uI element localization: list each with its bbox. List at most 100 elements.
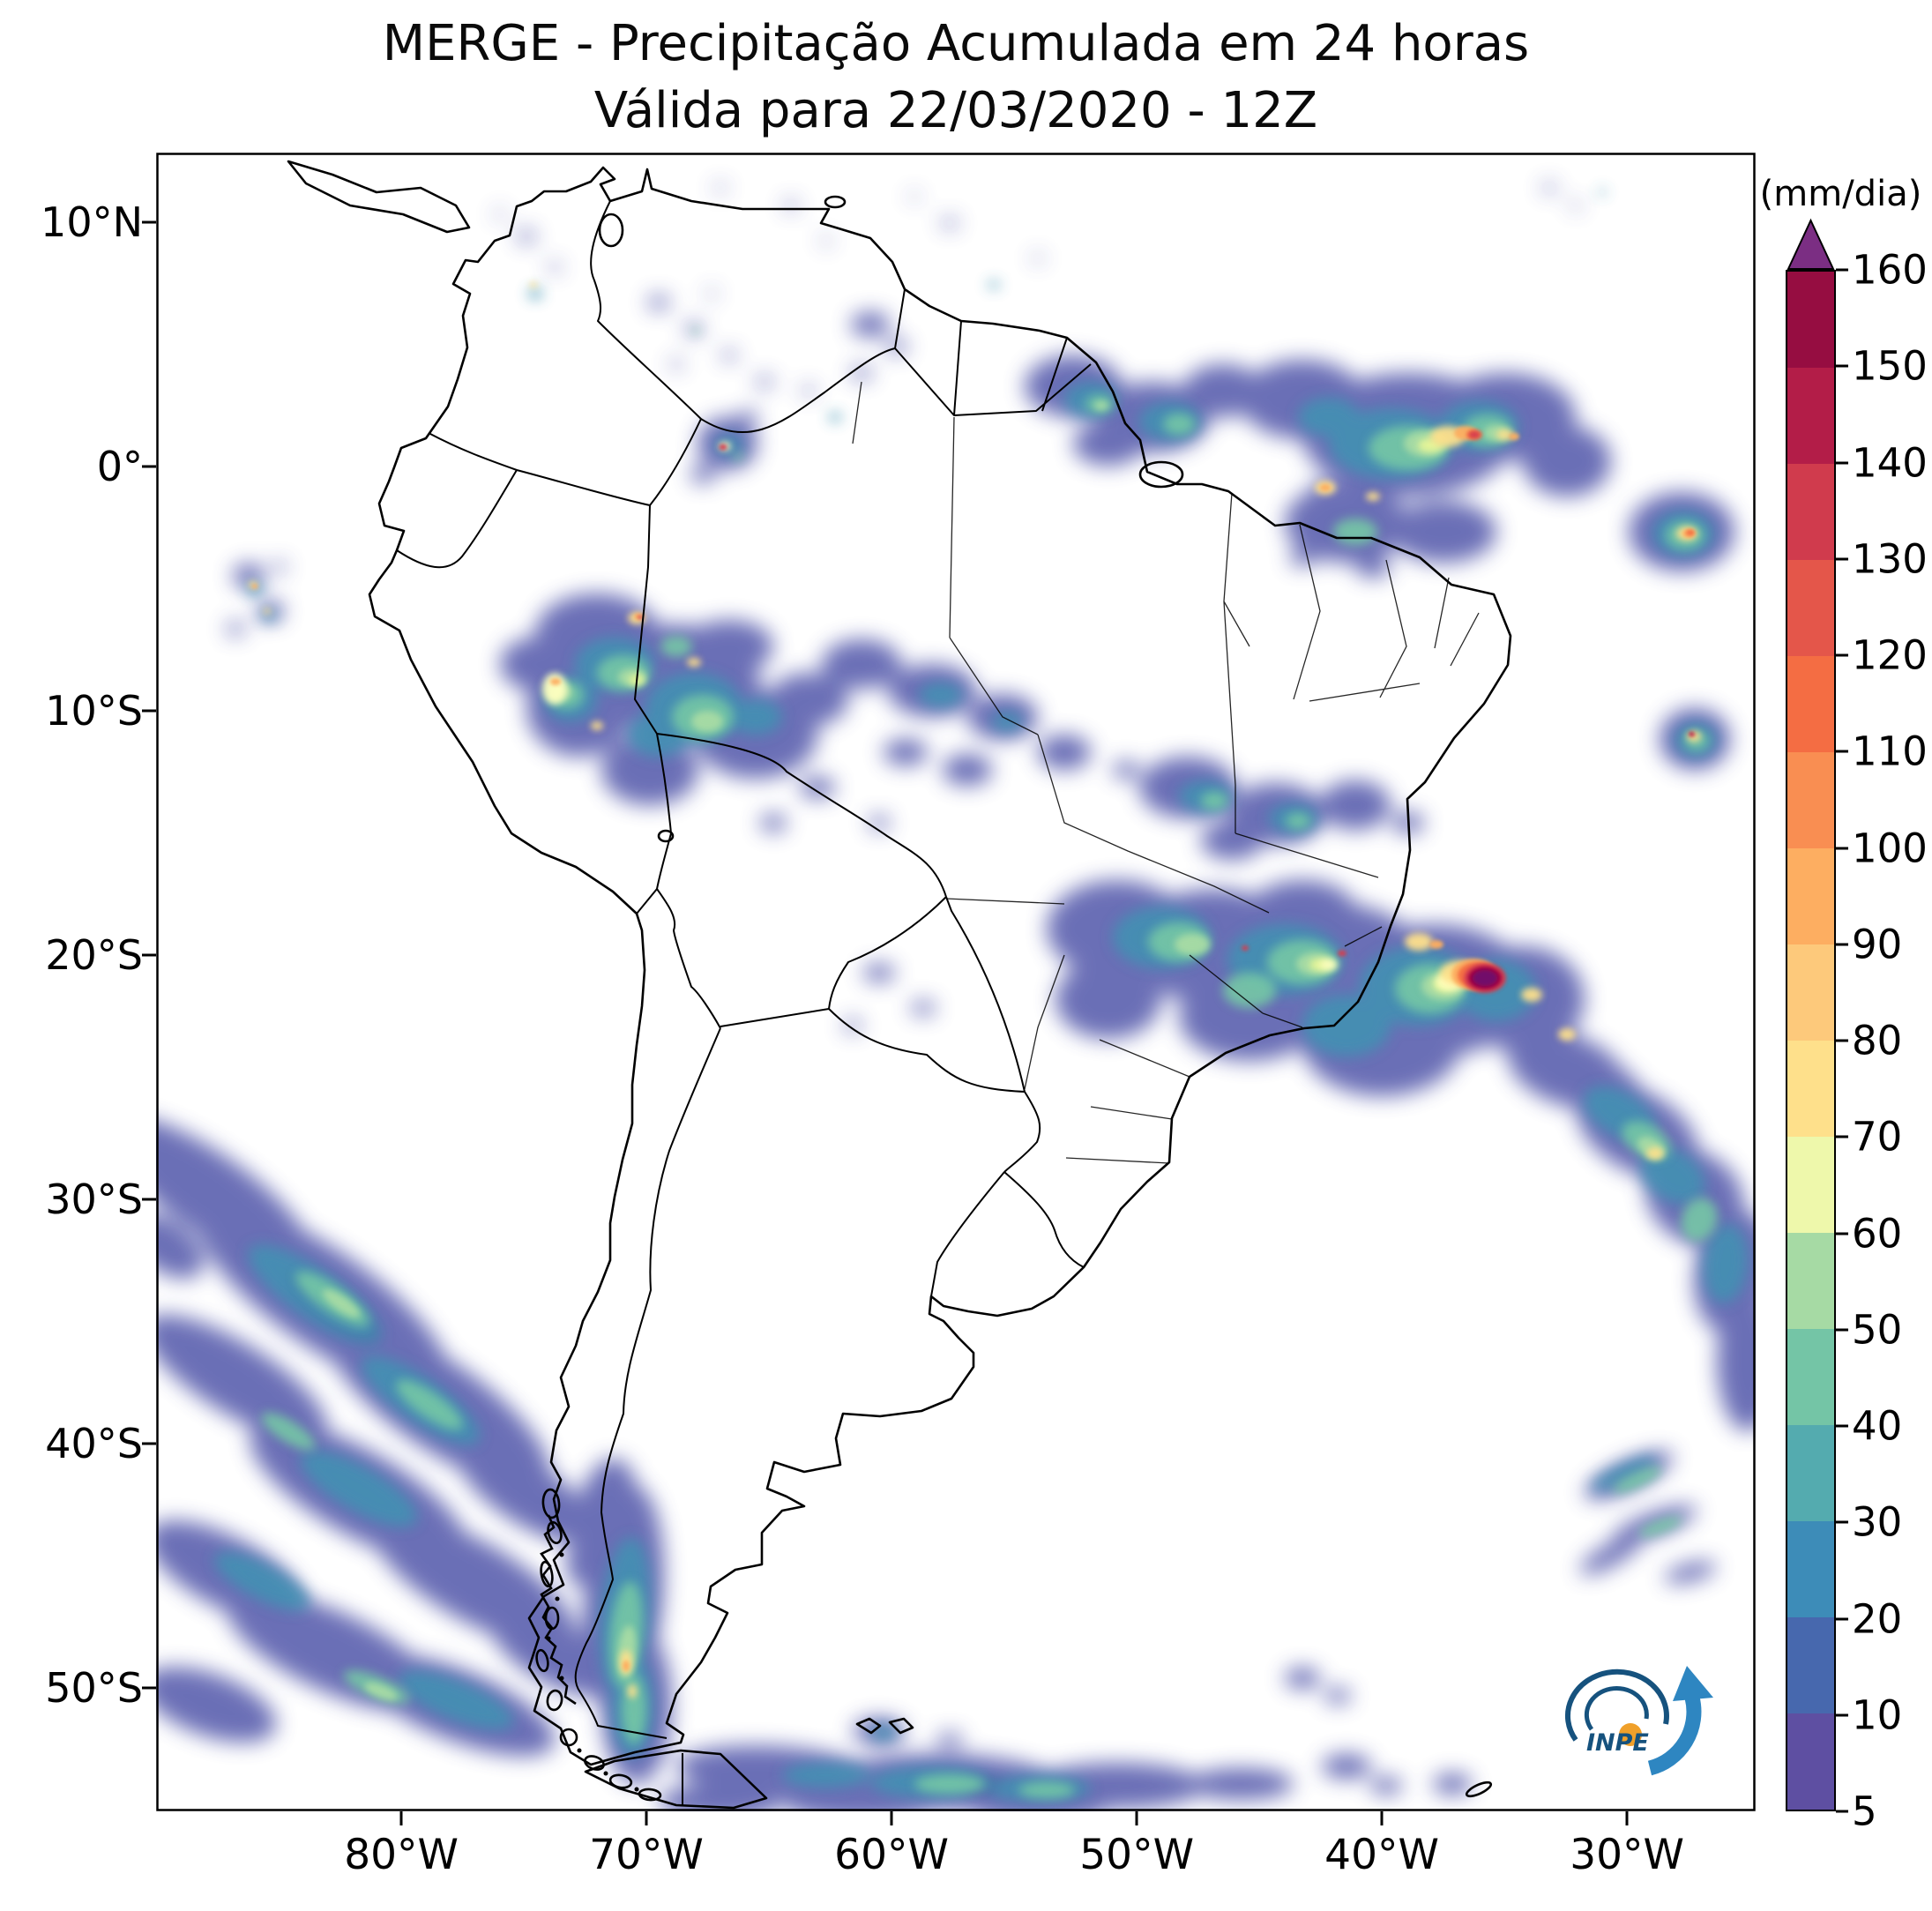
y-tick-mark [142,465,156,468]
x-tick-mark [645,1811,648,1825]
colorbar-tick-label: 160 [1852,246,1928,294]
falkland-islands [855,1717,914,1735]
brazil-state-borders [852,381,1480,1164]
y-tick-label: 40°S [45,1419,143,1467]
colorbar-segment [1787,1617,1834,1713]
panama-coastline [287,160,471,234]
marajo-island [1138,460,1184,489]
colorbar-tick-mark [1836,1713,1848,1717]
colorbar-tick-label: 140 [1852,439,1928,486]
colorbar-tick-label: 60 [1852,1210,1903,1257]
inpe-logo-text: INPE [1586,1729,1649,1757]
figure-title: MERGE - Precipitação Acumulada em 24 hor… [156,11,1756,144]
south-georgia-island [1465,1780,1493,1798]
colorbar-segment [1787,560,1834,656]
colorbar-tick-label: 90 [1852,921,1903,968]
colorbar-segment [1787,944,1834,1041]
colorbar-tick-mark [1836,943,1848,946]
colorbar-tick-label: 5 [1852,1788,1877,1835]
y-tick-label: 10°S [45,686,143,735]
x-tick-mark [399,1811,403,1825]
colorbar-tick-label: 40 [1852,1402,1903,1450]
y-tick-label: 10°N [41,198,143,246]
x-tick-label: 70°W [589,1831,704,1879]
colorbar-segment [1787,752,1834,848]
inpe-logo-orange-dot [1619,1723,1642,1746]
chilean-fjords [535,1488,662,1802]
precipitation-field [156,183,1756,1811]
map-plot: INPE [156,153,1756,1811]
colorbar-tick-mark [1836,364,1848,368]
y-tick-mark [142,220,156,224]
colorbar-tick-label: 120 [1852,631,1928,679]
x-tick-mark [1625,1811,1629,1825]
x-tick-mark [1380,1811,1384,1825]
colorbar-tick-label: 20 [1852,1595,1903,1642]
y-tick-label: 0° [96,443,143,491]
title-line-2: Válida para 22/03/2020 - 12Z [593,81,1318,139]
colorbar-tick-mark [1836,1135,1848,1138]
colorbar-segment [1787,1041,1834,1137]
x-tick-label: 80°W [344,1831,459,1879]
colorbar-tick-mark [1836,1232,1848,1235]
colorbar-tick-mark [1836,1810,1848,1813]
south-america-coastline [368,166,1512,1766]
x-tick-label: 60°W [834,1831,949,1879]
colorbar-segment [1787,368,1834,464]
colorbar-over-arrow [1786,218,1836,271]
colorbar-segment [1787,272,1834,368]
y-tick-mark [142,1442,156,1445]
colorbar-tick-label: 70 [1852,1113,1903,1161]
colorbar-segment [1787,464,1834,560]
precip-layer-extreme [1473,970,1497,986]
colorbar-tick-mark [1836,1328,1848,1332]
colorbar-segment [1787,1521,1834,1617]
lake-titicaca [657,829,675,843]
colorbar-segment [1787,1233,1834,1329]
plot-frame [156,153,1756,1811]
colorbar-tick-mark [1836,557,1848,561]
y-tick-mark [142,1686,156,1690]
colorbar-tick-label: 100 [1852,825,1928,871]
y-tick-label: 30°S [45,1175,143,1223]
y-tick-label: 50°S [45,1664,143,1713]
x-tick-mark [1135,1811,1138,1825]
y-tick-mark [142,1198,156,1201]
lake-maracaibo [598,213,624,248]
x-tick-label: 40°W [1324,1831,1439,1879]
colorbar-tick-label: 110 [1852,728,1928,775]
colorbar-tick-label: 130 [1852,535,1928,583]
colorbar-segment [1787,1713,1834,1810]
y-tick-mark [142,953,156,957]
colorbar [1786,270,1836,1811]
colorbar-tick-mark [1836,461,1848,464]
colorbar-tick-mark [1836,1617,1848,1620]
colorbar-tick-mark [1836,750,1848,753]
inpe-logo-swoosh [1647,1695,1702,1776]
map-canvas: INPE [156,153,1756,1811]
trinidad-island [824,195,847,209]
country-borders [396,200,1092,1805]
colorbar-segment [1787,1329,1834,1425]
y-tick-mark [142,709,156,713]
coastlines [287,160,1512,1810]
colorbar-tick-mark [1836,847,1848,849]
colorbar-segment [1787,1137,1834,1233]
colorbar-tick-mark [1836,268,1848,272]
title-line-1: MERGE - Precipitação Acumulada em 24 hor… [382,15,1530,72]
x-tick-label: 50°W [1079,1831,1195,1879]
colorbar-unit-label: (mm/dia) [1759,174,1922,214]
inpe-logo-arrowhead [1673,1666,1713,1701]
colorbar-segment [1787,1425,1834,1521]
colorbar-tick-label: 30 [1852,1498,1903,1546]
x-tick-mark [890,1811,893,1825]
tierra-del-fuego-coastline [584,1749,768,1810]
colorbar-tick-label: 150 [1852,342,1928,390]
colorbar-tick-mark [1836,1424,1848,1428]
x-tick-label: 30°W [1570,1831,1685,1879]
y-tick-label: 20°S [45,931,143,980]
colorbar-tick-label: 50 [1852,1306,1903,1354]
colorbar-tick-mark [1836,1520,1848,1524]
colorbar-tick-mark [1836,1039,1848,1042]
